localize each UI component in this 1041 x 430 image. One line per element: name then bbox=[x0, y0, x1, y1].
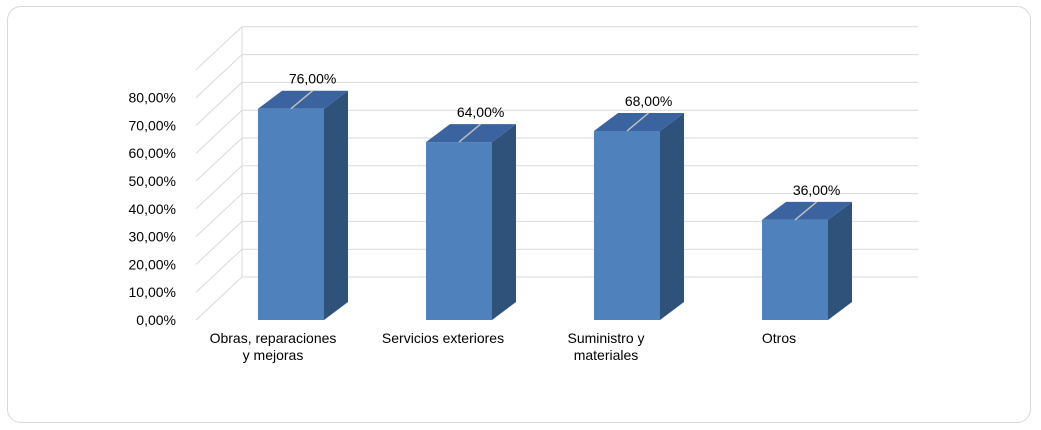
data-label: 68,00% bbox=[625, 93, 672, 109]
bar bbox=[426, 124, 516, 320]
bar bbox=[258, 90, 348, 320]
y-tick-label: 60,00% bbox=[129, 145, 176, 161]
data-label: 76,00% bbox=[289, 71, 336, 87]
x-category-label: Obras, reparaciones y mejoras bbox=[210, 330, 337, 363]
data-label-leader bbox=[290, 90, 314, 110]
y-tick-label: 70,00% bbox=[129, 117, 176, 133]
data-label-leader bbox=[458, 123, 482, 143]
bar bbox=[594, 112, 684, 321]
x-category-label: Suministro y materiales bbox=[567, 330, 644, 363]
x-axis-categories: Obras, reparaciones y mejoras Servicios ex… bbox=[210, 330, 797, 363]
y-tick-label: 0,00% bbox=[136, 312, 176, 328]
data-label-leader bbox=[794, 201, 818, 221]
bar-front bbox=[762, 219, 828, 320]
gridline bbox=[195, 26, 918, 71]
data-label: 64,00% bbox=[457, 104, 504, 120]
bar-side bbox=[324, 90, 348, 320]
bar-front bbox=[426, 142, 492, 320]
bar-top bbox=[258, 90, 348, 109]
chart-bars bbox=[258, 90, 852, 321]
bar-side bbox=[828, 201, 852, 320]
y-tick-label: 50,00% bbox=[129, 173, 176, 189]
y-tick-label: 30,00% bbox=[129, 229, 176, 245]
bar-top bbox=[426, 124, 516, 143]
bar-front bbox=[594, 130, 660, 320]
x-category-label: Otros bbox=[762, 330, 796, 346]
data-labels: 76,00% 64,00% 68,00% 36,00% bbox=[289, 71, 840, 221]
bar-top bbox=[762, 201, 852, 220]
data-label-leader bbox=[626, 112, 650, 132]
data-label: 36,00% bbox=[793, 182, 840, 198]
bar-side bbox=[660, 112, 684, 321]
y-tick-label: 80,00% bbox=[129, 90, 176, 106]
y-tick-label: 20,00% bbox=[129, 256, 176, 272]
chart-gridlines bbox=[195, 26, 918, 321]
bar-top bbox=[594, 112, 684, 131]
bar bbox=[762, 201, 852, 320]
y-axis-ticks: 0,00% 10,00% 20,00% 30,00% 40,00% 50,00% 60,00… bbox=[129, 90, 176, 328]
bar-front bbox=[258, 108, 324, 320]
y-tick-label: 40,00% bbox=[129, 201, 176, 217]
y-tick-label: 10,00% bbox=[129, 284, 176, 300]
bar-side bbox=[492, 124, 516, 320]
x-category-label: Servicios exteriores bbox=[382, 330, 504, 346]
chart-card bbox=[7, 6, 1031, 423]
